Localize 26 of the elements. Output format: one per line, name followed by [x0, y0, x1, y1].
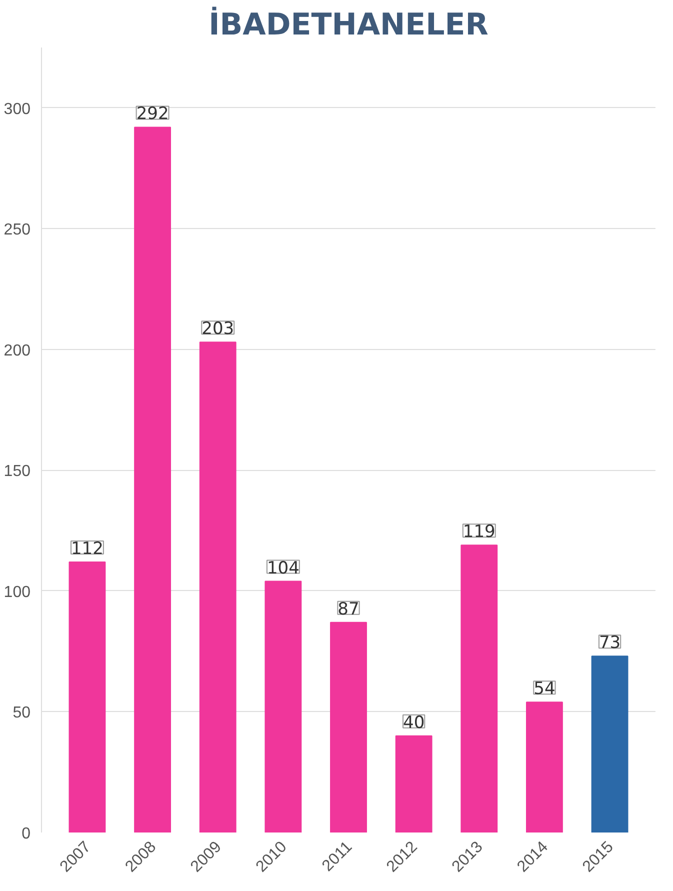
y-tick-label: 200	[4, 342, 31, 360]
data-label: 119	[462, 522, 496, 542]
data-label: 112	[71, 538, 104, 559]
y-tick-label: 150	[4, 463, 31, 480]
data-label: 73	[598, 633, 621, 654]
bar	[330, 622, 367, 832]
bar	[591, 656, 628, 832]
y-tick-label: 250	[4, 222, 31, 239]
bar	[264, 580, 302, 832]
data-label: 292	[136, 104, 169, 124]
bar	[460, 544, 498, 832]
bar	[526, 702, 563, 832]
data-label: 104	[266, 558, 300, 578]
y-tick-label: 300	[4, 100, 31, 118]
y-tick-label: 50	[12, 704, 31, 722]
chart-title: İBADETHANELER	[208, 6, 488, 42]
data-label: 87	[338, 599, 360, 620]
data-label: 54	[534, 679, 556, 700]
y-tick-label: 100	[4, 584, 31, 601]
data-label: 203	[202, 319, 234, 340]
bar	[395, 735, 432, 832]
bar	[199, 342, 236, 832]
y-tick-label: 0	[22, 826, 31, 842]
data-label: 40	[403, 712, 425, 733]
bar	[134, 126, 172, 832]
bar	[68, 561, 106, 832]
